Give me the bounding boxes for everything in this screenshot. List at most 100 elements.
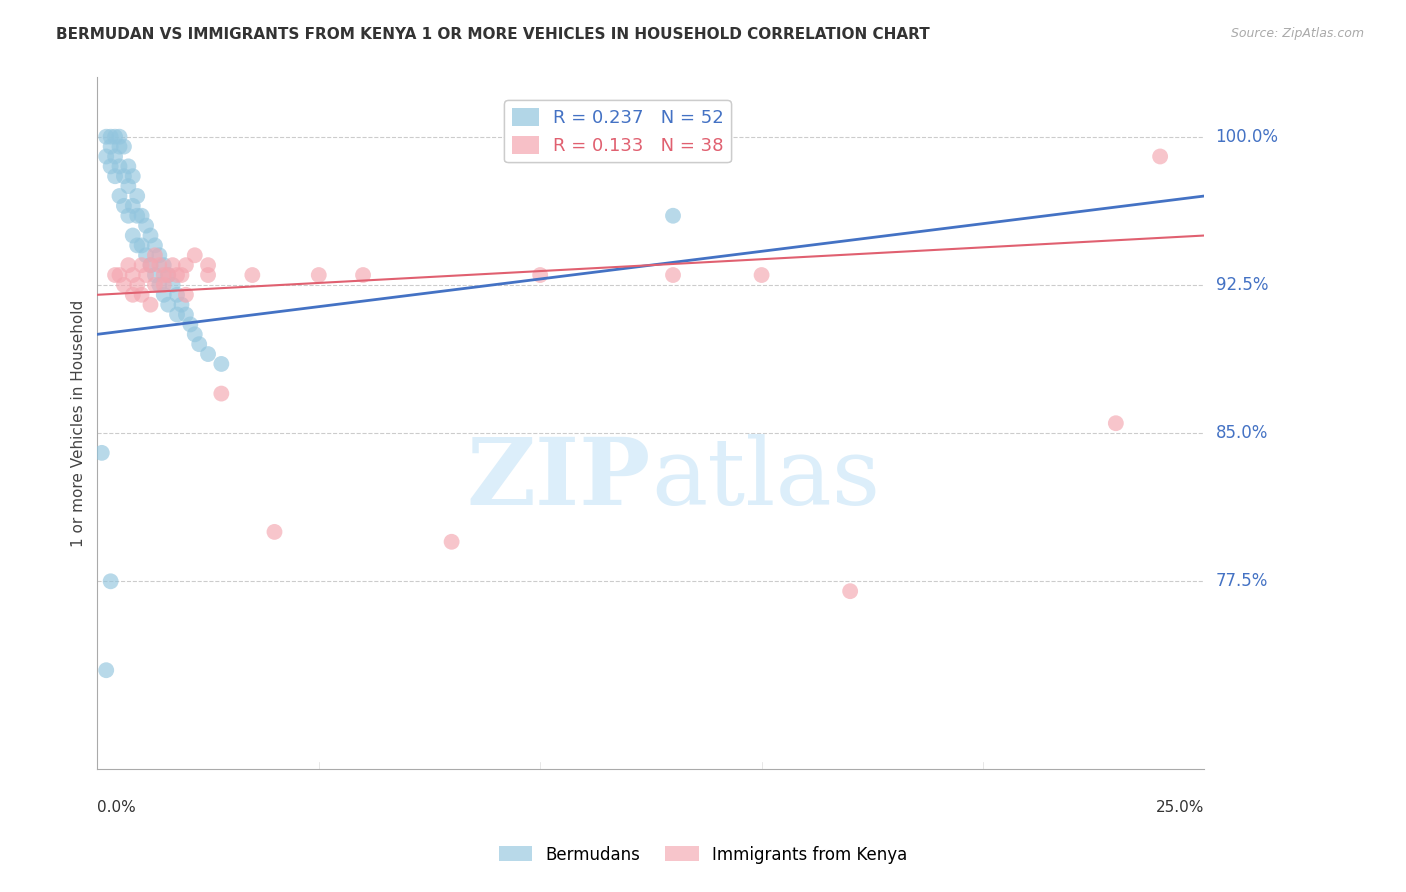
Point — [197, 347, 219, 361]
Point — [131, 287, 153, 301]
Point — [179, 318, 201, 332]
Point — [100, 139, 122, 153]
Point — [188, 337, 211, 351]
Point — [112, 277, 135, 292]
Point — [184, 327, 207, 342]
Point — [148, 277, 170, 292]
Point — [174, 308, 197, 322]
Point — [197, 268, 219, 282]
Point — [121, 169, 143, 184]
Point — [152, 277, 174, 292]
Point — [96, 129, 118, 144]
Point — [152, 287, 174, 301]
Point — [839, 584, 862, 599]
Point — [100, 574, 122, 589]
Point — [104, 268, 127, 282]
Point — [263, 524, 285, 539]
Point — [117, 258, 139, 272]
Point — [131, 258, 153, 272]
Text: 0.0%: 0.0% — [97, 799, 136, 814]
Point — [131, 238, 153, 252]
Point — [121, 228, 143, 243]
Point — [127, 277, 149, 292]
Point — [112, 169, 135, 184]
Text: 25.0%: 25.0% — [1156, 799, 1205, 814]
Point — [1149, 149, 1171, 163]
Point — [143, 268, 166, 282]
Point — [96, 663, 118, 677]
Point — [143, 277, 166, 292]
Point — [1105, 416, 1128, 430]
Point — [197, 258, 219, 272]
Point — [152, 268, 174, 282]
Point — [352, 268, 374, 282]
Point — [152, 258, 174, 272]
Point — [90, 446, 112, 460]
Point — [108, 268, 131, 282]
Text: 100.0%: 100.0% — [1216, 128, 1278, 145]
Point — [166, 287, 188, 301]
Point — [100, 129, 122, 144]
Point — [108, 139, 131, 153]
Point — [174, 258, 197, 272]
Point — [108, 159, 131, 173]
Point — [170, 268, 193, 282]
Point — [127, 189, 149, 203]
Point — [127, 238, 149, 252]
Point — [96, 149, 118, 163]
Point — [104, 129, 127, 144]
Point — [100, 159, 122, 173]
Point — [117, 159, 139, 173]
Point — [108, 129, 131, 144]
Point — [308, 268, 330, 282]
Point — [166, 268, 188, 282]
Point — [139, 258, 162, 272]
Point — [157, 268, 180, 282]
Point — [135, 268, 157, 282]
Point — [139, 298, 162, 312]
Point — [117, 179, 139, 194]
Point — [143, 248, 166, 262]
Point — [440, 534, 463, 549]
Point — [174, 287, 197, 301]
Point — [135, 219, 157, 233]
Point — [662, 268, 685, 282]
Point — [139, 228, 162, 243]
Legend: Bermudans, Immigrants from Kenya: Bermudans, Immigrants from Kenya — [492, 839, 914, 871]
Point — [135, 248, 157, 262]
Point — [121, 199, 143, 213]
Point — [127, 209, 149, 223]
Point — [751, 268, 773, 282]
Point — [166, 308, 188, 322]
Point — [112, 139, 135, 153]
Point — [157, 298, 180, 312]
Point — [139, 258, 162, 272]
Point — [148, 258, 170, 272]
Text: 92.5%: 92.5% — [1216, 276, 1268, 293]
Text: 77.5%: 77.5% — [1216, 573, 1268, 591]
Legend: R = 0.237   N = 52, R = 0.133   N = 38: R = 0.237 N = 52, R = 0.133 N = 38 — [505, 100, 731, 162]
Text: 85.0%: 85.0% — [1216, 424, 1268, 442]
Point — [121, 268, 143, 282]
Point — [117, 209, 139, 223]
Point — [104, 169, 127, 184]
Point — [662, 209, 685, 223]
Point — [162, 258, 184, 272]
Point — [104, 149, 127, 163]
Text: Source: ZipAtlas.com: Source: ZipAtlas.com — [1230, 27, 1364, 40]
Point — [162, 277, 184, 292]
Point — [108, 189, 131, 203]
Point — [240, 268, 263, 282]
Point — [143, 238, 166, 252]
Point — [209, 357, 232, 371]
Point — [112, 199, 135, 213]
Point — [157, 268, 180, 282]
Point — [170, 298, 193, 312]
Text: atlas: atlas — [651, 434, 880, 524]
Point — [148, 248, 170, 262]
Y-axis label: 1 or more Vehicles in Household: 1 or more Vehicles in Household — [72, 300, 86, 547]
Text: ZIP: ZIP — [467, 434, 651, 524]
Text: BERMUDAN VS IMMIGRANTS FROM KENYA 1 OR MORE VEHICLES IN HOUSEHOLD CORRELATION CH: BERMUDAN VS IMMIGRANTS FROM KENYA 1 OR M… — [56, 27, 929, 42]
Point — [529, 268, 551, 282]
Point — [209, 386, 232, 401]
